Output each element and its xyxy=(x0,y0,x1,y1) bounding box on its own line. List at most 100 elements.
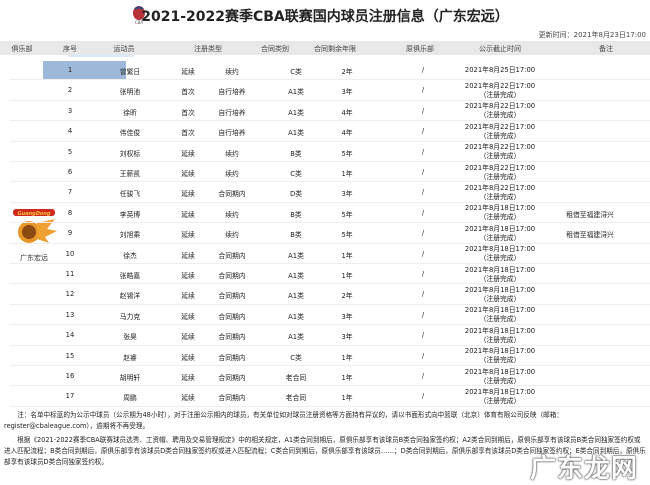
table-row[interactable]: 13 马力克 延续 合同期内 A1类 3年 / 2021年8月18日17:00 （注册完成） xyxy=(10,305,650,326)
contract-years: 5年 xyxy=(341,231,353,240)
player-name: 徐昕 xyxy=(123,108,137,117)
contract-class: A1类 xyxy=(288,108,304,117)
deadline: 2021年8月18日17:00 （注册完成） xyxy=(465,306,535,324)
table-row[interactable]: 15 赵睿 延续 合同期内 C类 1年 / 2021年8月18日17:00 （注册完成） xyxy=(10,346,650,366)
registration-status: （注册完成） xyxy=(479,233,521,242)
contract-class: B类 xyxy=(290,231,302,240)
registration-status: （注册完成） xyxy=(479,315,521,324)
contract-years: 4年 xyxy=(341,108,353,117)
table-row[interactable]: 2 张明池 首次 自行培养 A1类 3年 / 2021年8月22日17:00 （注册完成） xyxy=(10,80,650,101)
deadline: 2021年8月22日17:00 （注册完成） xyxy=(465,184,535,202)
deadline-date: 2021年8月18日17:00 xyxy=(464,265,536,274)
deadline: 2021年8月18日17:00 （注册完成） xyxy=(465,266,535,284)
contract-type: 合同期内 xyxy=(218,292,246,301)
orig-club: / xyxy=(421,66,425,74)
contract-years: 2年 xyxy=(341,68,353,76)
table-row[interactable]: 11 张皓嘉 延续 合同期内 A1类 1年 / 2021年8月18日17:00 （注册完成） xyxy=(10,264,650,285)
player-name: 张皓嘉 xyxy=(119,272,141,280)
deadline-date: 2021年8月22日17:00 xyxy=(464,143,536,152)
contract-type: 合同期内 xyxy=(218,190,246,199)
orig-club: / xyxy=(421,168,425,176)
row-no: 3 xyxy=(67,106,73,115)
note-rules: 根据《2021-2022赛季CBA联赛球员选秀、工资帽、聘用及交易管理规定》中的… xyxy=(4,436,646,466)
deadline-date: 2021年8月22日17:00 xyxy=(464,183,536,192)
contract-class: A1类 xyxy=(288,292,304,301)
table-row[interactable]: 1 曾繁日 延续 续约 C类 2年 / 2021年8月25日17:00 xyxy=(10,60,650,81)
header-player: 运动员 xyxy=(113,45,135,53)
player-name: 伟佳俊 xyxy=(119,129,141,138)
svg-text:GuangDong: GuangDong xyxy=(18,211,51,217)
note-objection: 注：名单中标蓝的为公示中球员（公示期为48小时），对于注册公示期内的球员，有关单… xyxy=(4,411,563,430)
deadline: 2021年8月18日17:00 （注册完成） xyxy=(465,286,535,304)
header-orig-club: 原俱乐部 xyxy=(406,45,434,53)
deadline: 2021年8月22日17:00 （注册完成） xyxy=(465,82,535,100)
contract-type: 续约 xyxy=(225,68,239,76)
orig-club: / xyxy=(421,86,425,95)
table-row[interactable]: 6 王薪凯 延续 续约 C类 1年 / 2021年8月22日17:00 （注册完成） xyxy=(10,162,650,183)
orig-club: / xyxy=(421,270,425,278)
contract-type: 自行培养 xyxy=(218,88,246,97)
reg-type: 延续 xyxy=(181,292,195,301)
table-row[interactable]: 4 伟佳俊 首次 自行培养 A1类 4年 / 2021年8月22日17:00 （注册完成） xyxy=(10,121,650,142)
deadline: 2021年8月18日17:00 （注册完成） xyxy=(465,327,535,345)
contract-years: 5年 xyxy=(341,149,353,158)
row-no: 5 xyxy=(67,147,73,156)
page-title: 2021-2022赛季CBA联赛国内球员注册信息（广东宏远） xyxy=(141,9,509,25)
row-no: 14 xyxy=(65,331,75,340)
player-name: 王薪凯 xyxy=(119,170,141,178)
selected-cell-highlight xyxy=(43,61,126,79)
contract-type: 自行培养 xyxy=(218,108,246,117)
player-name: 赵睿 xyxy=(123,353,137,362)
orig-club: / xyxy=(421,331,425,340)
deadline-date: 2021年8月18日17:00 xyxy=(464,245,536,254)
contract-type: 合同期内 xyxy=(218,374,246,382)
deadline-date: 2021年8月18日17:00 xyxy=(464,285,536,294)
deadline: 2021年8月22日17:00 （注册完成） xyxy=(465,164,535,182)
contract-class: C类 xyxy=(290,68,302,76)
contract-years: 1年 xyxy=(341,353,353,362)
table-row[interactable]: 17 周鹏 延续 合同期内 老合同 1年 / 2021年8月18日17:00 （注册完成） xyxy=(10,386,650,407)
player-name: 李英博 xyxy=(119,210,141,219)
player-name: 赵锡洋 xyxy=(119,292,141,301)
reg-type: 延续 xyxy=(181,251,195,260)
deadline-date: 2021年8月18日17:00 xyxy=(464,367,536,376)
reg-type: 首次 xyxy=(181,129,195,138)
table-row[interactable]: 12 赵锡洋 延续 合同期内 A1类 2年 / 2021年8月18日17:00 （注册完成） xyxy=(10,284,650,305)
deadline-date: 2021年8月22日17:00 xyxy=(464,81,536,90)
registration-status: （注册完成） xyxy=(479,111,521,120)
reg-type: 延续 xyxy=(181,374,195,382)
table-row[interactable]: 7 任骏飞 延续 合同期内 D类 3年 / 2021年8月22日17:00 （注册完成） xyxy=(10,182,650,203)
reg-type: 延续 xyxy=(181,170,195,178)
contract-class: A1类 xyxy=(288,312,304,321)
orig-club: / xyxy=(421,290,425,299)
reg-type: 延续 xyxy=(181,149,195,158)
table-row[interactable]: 8 李英博 延续 续约 B类 5年 / 租借至福建浔兴 2021年8月18日17:00 （注册完成… xyxy=(10,203,650,224)
row-no: 4 xyxy=(67,127,73,136)
deadline-date: 2021年8月22日17:00 xyxy=(464,163,536,172)
deadline-date: 2021年8月18日17:00 xyxy=(464,387,536,396)
table-row[interactable]: 5 刘权标 延续 续约 B类 5年 / 2021年8月22日17:00 （注册完成） xyxy=(10,142,650,162)
deadline-date: 2021年8月18日17:00 xyxy=(464,204,536,213)
orig-club: / xyxy=(421,106,425,115)
contract-type: 合同期内 xyxy=(218,251,246,260)
row-no: 15 xyxy=(65,351,75,360)
row-no: 10 xyxy=(65,249,75,258)
player-name: 马力克 xyxy=(119,312,141,321)
contract-years: 1年 xyxy=(341,170,353,178)
contract-class: C类 xyxy=(290,353,302,362)
table-row[interactable]: 16 胡明轩 延续 合同期内 老合同 1年 / 2021年8月18日17:00 （注册完成） xyxy=(10,366,650,387)
deadline-date: 2021年8月25日17:00 xyxy=(464,66,536,74)
table-row[interactable]: 3 徐昕 首次 自行培养 A1类 4年 / 2021年8月22日17:00 （注册完成） xyxy=(10,101,650,122)
table-row[interactable]: 9 刘旭乘 延续 续约 B类 5年 / 租借至福建浔兴 2021年8月18日17:00 （注册完成… xyxy=(10,223,650,244)
contract-class: A1类 xyxy=(288,272,304,280)
registration-status: （注册完成） xyxy=(479,356,521,365)
header-club: 俱乐部 xyxy=(11,45,33,53)
table-row[interactable]: 10 徐杰 延续 合同期内 A1类 1年 / 2021年8月18日17:00 （注册完成） xyxy=(10,244,650,264)
registration-status: （注册完成） xyxy=(479,172,521,181)
reg-type: 延续 xyxy=(181,231,195,240)
player-name: 刘旭乘 xyxy=(119,231,141,240)
reg-type: 延续 xyxy=(181,333,195,342)
deadline-date: 2021年8月18日17:00 xyxy=(464,224,536,233)
registration-status: （注册完成） xyxy=(479,131,521,140)
table-row[interactable]: 14 张昊 延续 合同期内 A1类 3年 / 2021年8月18日17:00 （注册完成） xyxy=(10,325,650,346)
